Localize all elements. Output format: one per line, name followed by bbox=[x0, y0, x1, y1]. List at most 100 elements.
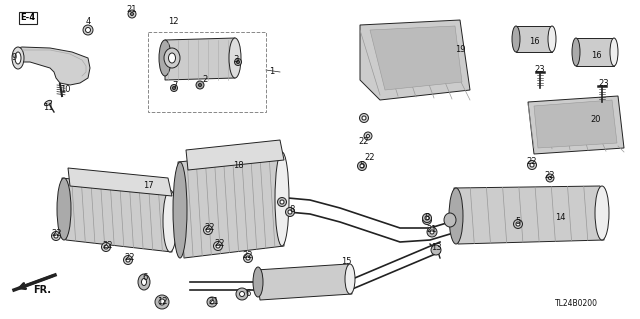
Ellipse shape bbox=[155, 295, 169, 309]
Ellipse shape bbox=[104, 245, 108, 249]
Text: 22: 22 bbox=[243, 251, 253, 261]
Ellipse shape bbox=[358, 161, 367, 170]
Ellipse shape bbox=[173, 162, 187, 258]
Text: 22: 22 bbox=[545, 172, 556, 181]
Ellipse shape bbox=[367, 135, 369, 137]
Ellipse shape bbox=[425, 216, 429, 220]
Text: TL24B0200: TL24B0200 bbox=[554, 300, 598, 308]
Text: 14: 14 bbox=[555, 213, 565, 222]
Text: 20: 20 bbox=[591, 115, 601, 124]
Ellipse shape bbox=[12, 47, 24, 69]
Polygon shape bbox=[454, 186, 604, 244]
Ellipse shape bbox=[362, 116, 366, 120]
Text: 7: 7 bbox=[172, 80, 178, 90]
Ellipse shape bbox=[170, 85, 177, 92]
Ellipse shape bbox=[214, 241, 223, 250]
Ellipse shape bbox=[572, 38, 580, 66]
Ellipse shape bbox=[126, 258, 130, 262]
Text: 16: 16 bbox=[529, 38, 540, 47]
Ellipse shape bbox=[360, 164, 364, 168]
Text: 5: 5 bbox=[515, 218, 520, 226]
Text: 15: 15 bbox=[340, 257, 351, 266]
Ellipse shape bbox=[275, 152, 289, 246]
Polygon shape bbox=[370, 26, 462, 90]
Ellipse shape bbox=[516, 222, 520, 226]
Ellipse shape bbox=[422, 216, 431, 225]
Ellipse shape bbox=[595, 186, 609, 240]
Text: 12: 12 bbox=[157, 298, 167, 307]
Ellipse shape bbox=[530, 163, 534, 167]
Text: 23: 23 bbox=[534, 65, 545, 75]
Ellipse shape bbox=[239, 292, 244, 296]
Text: 4: 4 bbox=[85, 18, 91, 26]
Text: 22: 22 bbox=[215, 240, 225, 249]
Ellipse shape bbox=[83, 25, 93, 35]
Text: 22: 22 bbox=[527, 158, 537, 167]
Ellipse shape bbox=[198, 84, 202, 86]
Text: 8: 8 bbox=[289, 205, 294, 214]
Polygon shape bbox=[62, 178, 172, 252]
Polygon shape bbox=[516, 26, 552, 52]
Ellipse shape bbox=[159, 299, 165, 305]
Ellipse shape bbox=[216, 244, 220, 248]
Ellipse shape bbox=[278, 197, 287, 206]
Text: 13: 13 bbox=[431, 243, 442, 253]
Text: 16: 16 bbox=[591, 50, 602, 60]
Ellipse shape bbox=[86, 27, 90, 33]
Ellipse shape bbox=[51, 232, 61, 241]
Ellipse shape bbox=[54, 234, 58, 238]
Text: 8: 8 bbox=[424, 213, 429, 222]
Ellipse shape bbox=[164, 48, 180, 68]
Text: 23: 23 bbox=[598, 79, 609, 88]
Polygon shape bbox=[178, 152, 284, 258]
Text: 21: 21 bbox=[127, 5, 137, 14]
Ellipse shape bbox=[512, 26, 520, 52]
Text: 3: 3 bbox=[234, 56, 239, 64]
Text: 5: 5 bbox=[360, 160, 365, 169]
Ellipse shape bbox=[546, 174, 554, 182]
Text: 18: 18 bbox=[233, 160, 243, 169]
Text: FR.: FR. bbox=[33, 285, 51, 295]
Ellipse shape bbox=[15, 52, 21, 64]
Text: 6: 6 bbox=[245, 290, 251, 299]
Text: 1: 1 bbox=[269, 68, 275, 77]
Text: 22: 22 bbox=[103, 241, 113, 249]
Ellipse shape bbox=[513, 219, 522, 228]
Ellipse shape bbox=[173, 86, 175, 90]
Polygon shape bbox=[68, 168, 172, 196]
Ellipse shape bbox=[280, 200, 284, 204]
Polygon shape bbox=[165, 38, 235, 80]
Polygon shape bbox=[186, 140, 284, 170]
Ellipse shape bbox=[229, 38, 241, 78]
Ellipse shape bbox=[206, 228, 210, 232]
Ellipse shape bbox=[285, 207, 294, 217]
Ellipse shape bbox=[124, 256, 132, 264]
Text: 22: 22 bbox=[52, 229, 62, 239]
Ellipse shape bbox=[364, 132, 372, 140]
Text: 12: 12 bbox=[168, 18, 179, 26]
Ellipse shape bbox=[168, 53, 175, 63]
Text: 22: 22 bbox=[205, 224, 215, 233]
Text: 22: 22 bbox=[125, 254, 135, 263]
Text: 2: 2 bbox=[202, 76, 207, 85]
Ellipse shape bbox=[204, 226, 212, 234]
Ellipse shape bbox=[131, 12, 134, 16]
Ellipse shape bbox=[243, 254, 253, 263]
Ellipse shape bbox=[138, 274, 150, 290]
Ellipse shape bbox=[159, 40, 171, 76]
Ellipse shape bbox=[360, 114, 369, 122]
Ellipse shape bbox=[210, 300, 214, 304]
Ellipse shape bbox=[196, 81, 204, 89]
Ellipse shape bbox=[425, 218, 429, 222]
Ellipse shape bbox=[548, 176, 552, 180]
Ellipse shape bbox=[288, 210, 292, 214]
Text: 6: 6 bbox=[142, 273, 148, 283]
Polygon shape bbox=[576, 38, 614, 66]
Ellipse shape bbox=[345, 264, 355, 294]
Polygon shape bbox=[14, 47, 90, 85]
Ellipse shape bbox=[102, 242, 111, 251]
Ellipse shape bbox=[207, 297, 217, 307]
Text: 17: 17 bbox=[143, 181, 154, 189]
Ellipse shape bbox=[431, 245, 441, 255]
Text: 22: 22 bbox=[365, 153, 375, 162]
